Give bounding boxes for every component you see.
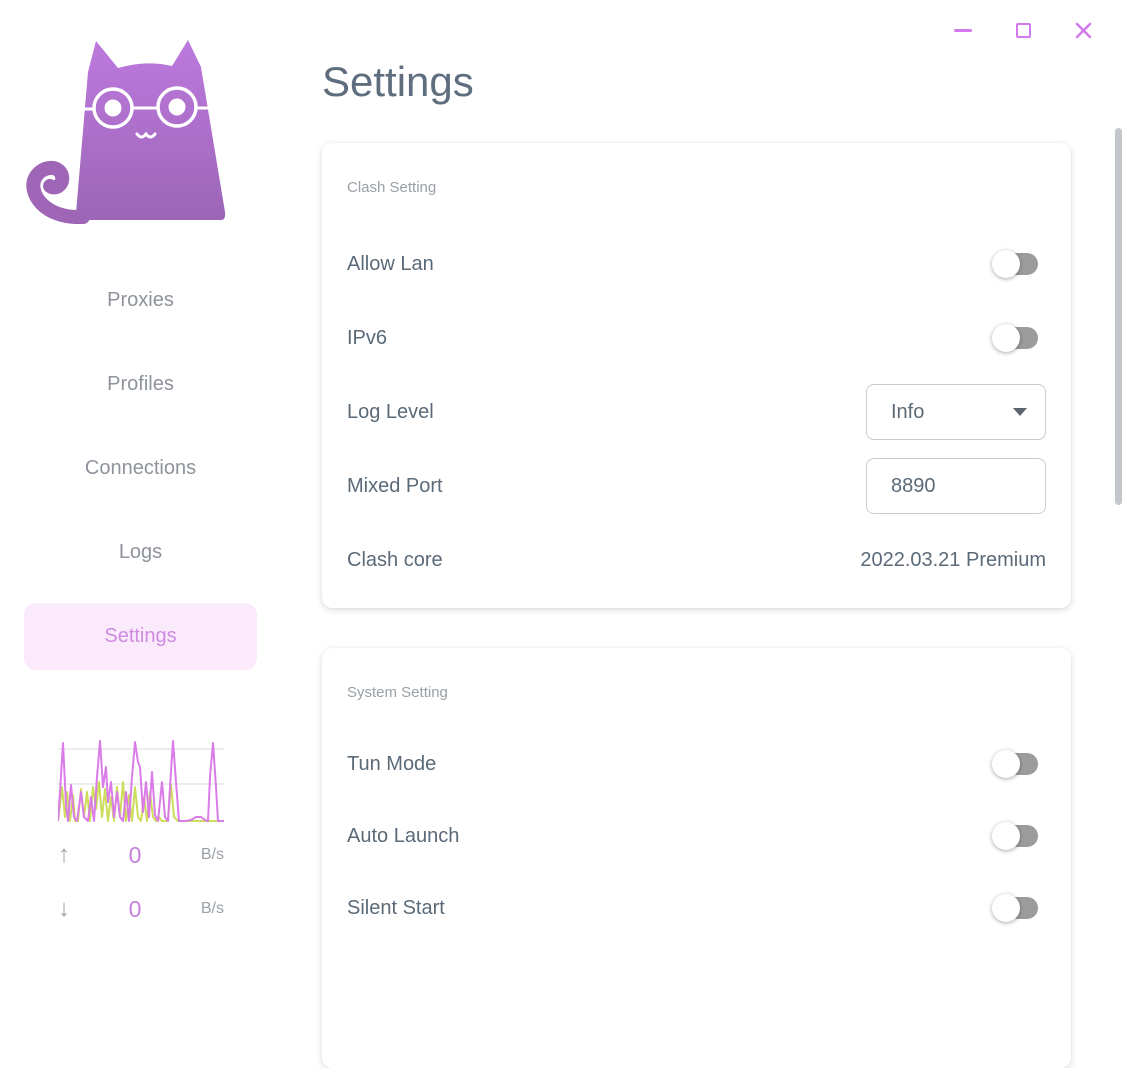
upload-arrow-icon: ↑ [58,841,70,868]
traffic-upload-line [58,740,224,822]
setting-row-allow-lan: Allow Lan [347,227,1046,301]
allow-lan-switch[interactable] [992,250,1038,278]
silent-start-switch[interactable] [992,894,1038,922]
auto-launch-switch[interactable] [992,822,1038,850]
page-title: Settings [322,58,474,105]
allow-lan-label: Allow Lan [347,252,434,275]
switch-thumb [992,822,1020,850]
close-icon [1075,22,1091,38]
upload-speed-unit: B/s [200,846,224,863]
speed-panel: ↑ 0 B/s ↓ 0 B/s [58,840,224,948]
auto-launch-label: Auto Launch [347,824,460,847]
setting-row-log-level: Log Level Info [347,375,1046,449]
window-controls [951,18,1095,42]
download-arrow-icon: ↓ [58,895,70,922]
log-level-value: Info [891,400,925,423]
setting-row-ipv6: IPv6 [347,301,1046,375]
sidebar: Proxies Profiles Connections Logs Settin… [0,0,290,937]
switch-thumb [992,894,1020,922]
maximize-icon [1015,22,1031,38]
clash-core-label: Clash core [347,548,443,571]
setting-row-silent-start: Silent Start [347,872,1046,944]
setting-row-clash-core: Clash core 2022.03.21 Premium [347,523,1046,597]
scrollbar[interactable] [1115,128,1122,505]
ipv6-switch[interactable] [992,324,1038,352]
upload-speed-row: ↑ 0 B/s [58,840,224,870]
clash-setting-card: Clash Setting Allow Lan IPv6 Log Level I… [322,143,1071,608]
switch-thumb [992,750,1020,778]
log-level-label: Log Level [347,400,434,423]
minimize-button[interactable] [951,18,975,42]
download-speed-row: ↓ 0 B/s [58,894,224,924]
system-setting-card: System Setting Tun Mode Auto Launch Sile… [322,648,1071,1068]
cat-glasses-left [92,87,134,129]
cat-tail [26,161,90,224]
sidebar-item-connections[interactable]: Connections [84,457,197,479]
silent-start-label: Silent Start [347,896,445,919]
switch-thumb [992,250,1020,278]
card-title: Clash Setting [347,179,437,196]
switch-thumb [992,324,1020,352]
download-speed-unit: B/s [200,900,224,917]
cat-glasses-right [156,86,198,128]
ipv6-label: IPv6 [347,326,388,349]
maximize-button[interactable] [1011,18,1035,42]
mixed-port-label: Mixed Port [347,474,443,497]
sidebar-item-proxies[interactable]: Proxies [107,289,174,311]
upload-speed-value: 0 [128,841,142,868]
traffic-graph [58,740,224,822]
clash-core-value: 2022.03.21 Premium [860,548,1046,571]
clash-cat-logo [26,40,226,224]
setting-row-mixed-port: Mixed Port [347,449,1046,523]
sidebar-item-logs[interactable]: Logs [118,541,163,563]
minimize-icon [954,28,972,32]
sidebar-item-profiles[interactable]: Profiles [107,373,174,395]
log-level-select[interactable]: Info [866,384,1046,440]
sidebar-nav: Proxies Profiles Connections Logs Settin… [24,267,257,687]
tun-mode-label: Tun Mode [347,752,437,775]
setting-row-tun-mode: Tun Mode [347,728,1046,800]
close-button[interactable] [1071,18,1095,42]
tun-mode-switch[interactable] [992,750,1038,778]
sidebar-item-settings[interactable]: Settings [24,603,257,670]
chevron-down-icon [1013,408,1027,416]
download-speed-value: 0 [128,895,142,922]
setting-row-auto-launch: Auto Launch [347,800,1046,872]
mixed-port-input[interactable] [866,458,1046,514]
card-title: System Setting [347,684,448,701]
cat-mouth [135,131,157,139]
cat-body [75,40,226,221]
